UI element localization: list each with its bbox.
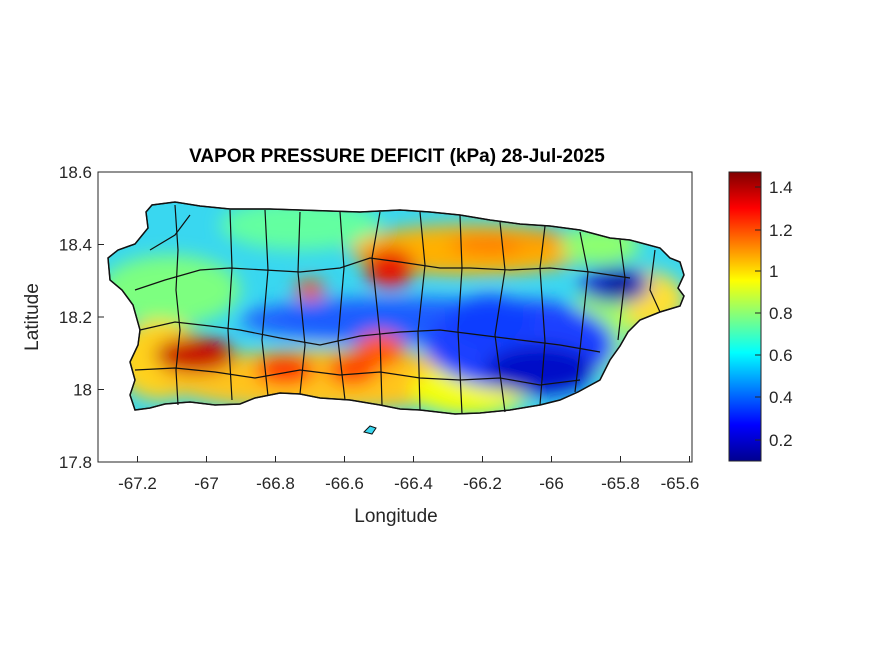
y-axis: 18.6 18.4 18.2 18 17.8 Latitude (22, 163, 104, 472)
colorbar-tick-label: 0.6 (769, 346, 793, 365)
x-tick-label: -65.8 (601, 474, 640, 493)
x-axis: -67.2 -67 -66.8 -66.6 -66.4 -66.2 -66 -6… (118, 456, 699, 527)
y-tick-label: 18.4 (59, 236, 92, 255)
colorbar-tick-label: 1.4 (769, 178, 793, 197)
colorbar-tick-label: 0.8 (769, 304, 793, 323)
x-tick-label: -66.4 (394, 474, 433, 493)
colorbar-tick-label: 0.2 (769, 431, 793, 450)
island-borders (107, 201, 685, 415)
x-tick-label: -65.6 (661, 474, 700, 493)
colorbar-gradient (728, 171, 762, 462)
chart-title: VAPOR PRESSURE DEFICIT (kPa) 28-Jul-2025 (189, 146, 605, 167)
vpd-field (108, 202, 684, 414)
x-axis-label: Longitude (354, 506, 437, 527)
x-tick-label: -66.2 (463, 474, 502, 493)
x-tick-label: -67 (194, 474, 219, 493)
y-tick-label: 17.8 (59, 453, 92, 472)
caja-de-muerto-islet (363, 425, 377, 435)
x-tick-label: -67.2 (118, 474, 157, 493)
colorbar-tick-label: 1.2 (769, 221, 793, 240)
colorbar-tick-label: 1 (769, 262, 778, 281)
y-tick-label: 18.6 (59, 163, 92, 182)
x-tick-label: -66 (539, 474, 564, 493)
y-axis-label: Latitude (22, 283, 43, 351)
x-tick-label: -66.6 (325, 474, 364, 493)
colorbar-tick-label: 0.4 (769, 388, 793, 407)
y-tick-label: 18 (73, 381, 92, 400)
x-tick-label: -66.8 (256, 474, 295, 493)
y-tick-label: 18.2 (59, 308, 92, 327)
colorbar: 1.4 1.2 1 0.8 0.6 0.4 0.2 (728, 171, 793, 462)
